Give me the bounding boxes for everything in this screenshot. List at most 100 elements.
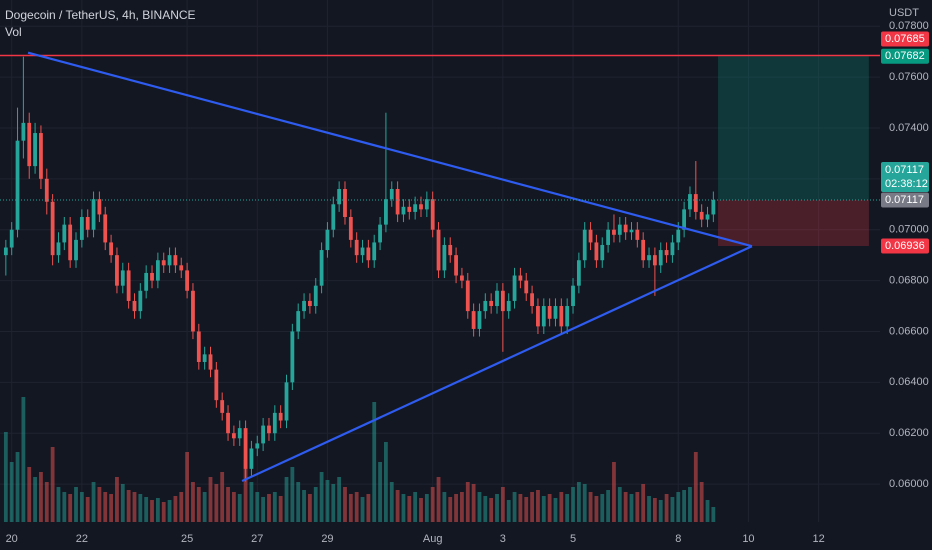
candle-body bbox=[518, 275, 523, 281]
candle-body bbox=[576, 260, 581, 286]
volume-bar bbox=[606, 490, 611, 522]
volume-bar bbox=[366, 494, 371, 522]
volume-bar bbox=[313, 487, 318, 522]
countdown-label: 02:38:12 bbox=[885, 178, 928, 190]
candle-body bbox=[3, 247, 8, 256]
entry-price-label: 0.07117 bbox=[885, 194, 924, 206]
candle-body bbox=[261, 425, 266, 444]
candle-body bbox=[220, 400, 225, 413]
volume-bar bbox=[196, 487, 201, 522]
volume-bar bbox=[536, 490, 540, 522]
candle-body bbox=[384, 199, 388, 225]
candle-body bbox=[272, 412, 277, 434]
candle-body bbox=[536, 306, 540, 327]
volume-bar bbox=[237, 494, 242, 522]
volume-bar bbox=[15, 452, 20, 522]
x-tick-label: 12 bbox=[812, 533, 824, 545]
volume-bar bbox=[629, 494, 634, 522]
volume-bar bbox=[39, 472, 43, 522]
candle-body bbox=[647, 255, 651, 261]
volume-bar bbox=[576, 482, 581, 522]
volume-bar bbox=[278, 496, 283, 522]
candle-body bbox=[185, 270, 190, 291]
candle-body bbox=[290, 331, 295, 383]
candle-body bbox=[500, 290, 505, 312]
volume-bar bbox=[185, 452, 190, 522]
candle-body bbox=[15, 140, 20, 230]
volume-bar bbox=[565, 494, 570, 522]
volume-bar bbox=[559, 492, 564, 522]
volume-bar bbox=[255, 492, 260, 522]
volume-pane bbox=[3, 397, 716, 522]
candle-body bbox=[629, 229, 634, 233]
candle-body bbox=[442, 244, 447, 271]
candle-body bbox=[226, 412, 230, 434]
volume-bar bbox=[682, 490, 687, 522]
volume-bar bbox=[401, 494, 406, 522]
candle-body bbox=[652, 255, 657, 266]
candle-body bbox=[594, 242, 599, 261]
candle-body bbox=[109, 242, 113, 256]
volume-bar bbox=[79, 492, 84, 522]
volume-bar bbox=[541, 496, 546, 522]
volume-bar bbox=[150, 500, 154, 522]
volume-bar bbox=[161, 502, 166, 522]
candle-body bbox=[606, 229, 611, 245]
volume-bar bbox=[699, 482, 704, 522]
volume-bar bbox=[267, 494, 271, 522]
volume-bar bbox=[290, 467, 295, 522]
volume-bar bbox=[226, 487, 230, 522]
stop-price-label-box bbox=[881, 238, 929, 254]
stop-price-label: 0.06936 bbox=[885, 240, 925, 252]
candle-body bbox=[237, 428, 242, 439]
candle-body bbox=[167, 255, 172, 266]
volume-bar bbox=[62, 492, 67, 522]
candle-body bbox=[454, 255, 458, 276]
volume-bar bbox=[413, 492, 418, 522]
volume-bar bbox=[115, 477, 119, 522]
candle-body bbox=[623, 224, 628, 233]
last-price-box bbox=[881, 162, 929, 192]
volume-bar bbox=[460, 492, 464, 522]
volume-bar bbox=[483, 496, 488, 522]
volume-bar bbox=[272, 492, 277, 522]
x-tick-label: 3 bbox=[500, 533, 506, 545]
target-price-label: 0.07682 bbox=[885, 50, 925, 62]
candle-body bbox=[319, 250, 324, 286]
volume-bar bbox=[27, 467, 32, 522]
volume-bar bbox=[179, 492, 184, 522]
candle-body bbox=[243, 428, 248, 469]
axes: 0.078000.076000.074000.072000.070000.068… bbox=[6, 20, 929, 545]
candle-body bbox=[85, 216, 90, 230]
volume-bar bbox=[144, 497, 149, 522]
volume-bar bbox=[547, 494, 552, 522]
x-tick-label: 22 bbox=[76, 533, 88, 545]
candle-body bbox=[582, 229, 587, 261]
volume-bar bbox=[167, 500, 172, 522]
candle-body bbox=[191, 290, 195, 332]
candle-body bbox=[524, 280, 529, 294]
volume-bar bbox=[448, 497, 453, 522]
volume-bar bbox=[103, 492, 108, 522]
candle-body bbox=[693, 194, 698, 212]
volume-bar bbox=[571, 487, 575, 522]
volume-bar bbox=[512, 492, 517, 522]
candle-body bbox=[483, 300, 488, 312]
volume-bar bbox=[214, 484, 219, 522]
volume-bar bbox=[331, 484, 336, 522]
candle-body bbox=[33, 133, 37, 167]
volume-bar bbox=[600, 494, 605, 522]
target-price-label-box bbox=[881, 48, 929, 64]
candle-body bbox=[21, 122, 26, 141]
volume-bar bbox=[524, 497, 529, 522]
volume-bar bbox=[360, 497, 365, 522]
position-tool bbox=[718, 56, 869, 246]
candle-body bbox=[155, 260, 160, 281]
candle-body bbox=[331, 204, 336, 230]
candle-body bbox=[664, 250, 669, 256]
candle-body bbox=[284, 382, 289, 421]
candle-body bbox=[430, 199, 435, 230]
volume-bar bbox=[395, 490, 400, 522]
candle-body bbox=[68, 224, 73, 261]
volume-bar bbox=[582, 484, 587, 522]
